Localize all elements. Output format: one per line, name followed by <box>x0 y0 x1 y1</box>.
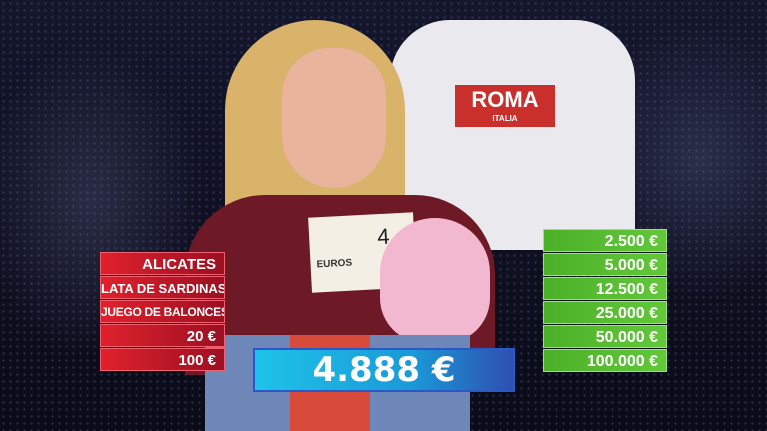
prize-row: JUEGO DE BALONCESTO <box>100 300 225 323</box>
shirt-logo: ROMA ITALIA <box>455 85 555 127</box>
contestant-face <box>282 48 386 188</box>
remaining-prizes-right: 2.500 € 5.000 € 12.500 € 25.000 € 50.000… <box>543 229 667 372</box>
prize-row: ALICATES <box>100 252 225 275</box>
prize-row: 20 € <box>100 324 225 347</box>
prize-row: 25.000 € <box>543 301 667 324</box>
prize-row: 5.000 € <box>543 253 667 276</box>
prize-row: 2.500 € <box>543 229 667 252</box>
prize-row: 100.000 € <box>543 349 667 372</box>
pig-plush <box>380 218 490 343</box>
offer-banner: 4.888 € <box>253 348 515 392</box>
prize-row: LATA DE SARDINAS <box>100 276 225 299</box>
prize-row: 100 € <box>100 348 225 371</box>
prize-row: 12.500 € <box>543 277 667 300</box>
remaining-prizes-left: ALICATES LATA DE SARDINAS JUEGO DE BALON… <box>100 252 225 371</box>
prize-row: 50.000 € <box>543 325 667 348</box>
